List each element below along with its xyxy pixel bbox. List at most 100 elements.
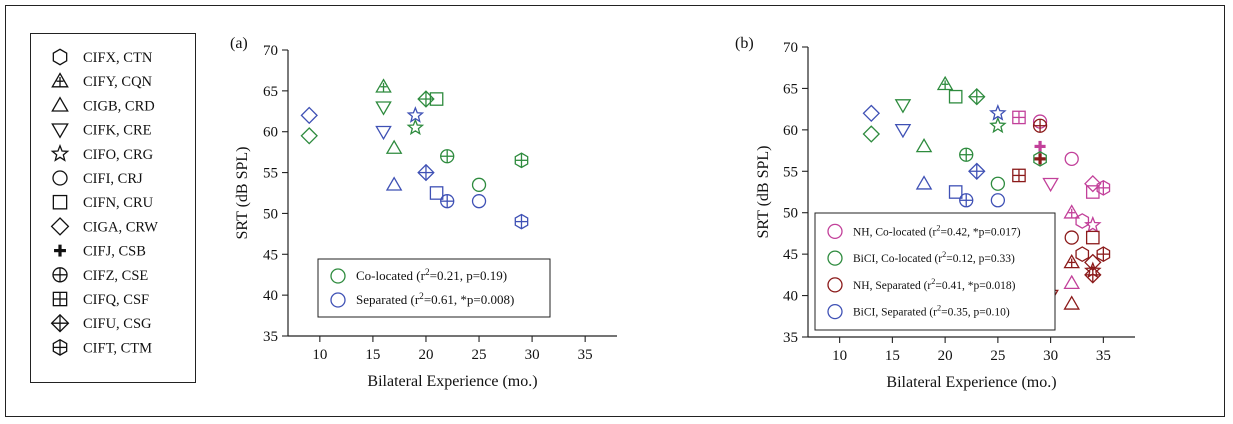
data-point-star xyxy=(406,118,425,136)
data-point-triangle-down xyxy=(894,124,912,139)
y-tick-label: 50 xyxy=(263,206,278,222)
data-point-square-plus xyxy=(1012,168,1026,183)
series-legend-entry: NH, Co-located (r2=0.42, *p=0.017) xyxy=(827,223,1021,240)
y-tick-label: 60 xyxy=(783,123,798,139)
series-legend-entry: Separated (r2=0.61, *p=0.008) xyxy=(330,292,514,308)
data-point-triangle xyxy=(915,175,933,190)
legend-marker-triangle-plus xyxy=(51,72,69,88)
data-point-plus xyxy=(1034,140,1046,152)
data-point-hexagon-plus xyxy=(1096,246,1111,263)
data-point-hexagon xyxy=(1075,213,1090,229)
legend-marker-hexagon-plus xyxy=(52,338,68,356)
y-tick-label: 40 xyxy=(263,288,278,304)
y-tick-label: 65 xyxy=(783,81,798,97)
data-point-square xyxy=(429,186,444,200)
x-tick-label: 10 xyxy=(832,348,847,364)
legend-marker-triangle-down xyxy=(51,123,69,139)
data-point-circle xyxy=(471,194,487,209)
subject-legend-entries: CIFX, CTN CIFY, CQN CIGB, CRD CIFK, CRE CIFO… xyxy=(50,48,158,356)
series-legend-label: Separated (r2=0.61, *p=0.008) xyxy=(356,292,514,307)
data-point-triangle-down xyxy=(375,125,392,141)
data-point-diamond-plus xyxy=(968,162,986,181)
legend-marker-diamond-plus xyxy=(50,313,70,333)
data-point-diamond-plus xyxy=(417,90,435,108)
data-point-square xyxy=(948,89,963,104)
series-legend-marker xyxy=(827,250,843,266)
series-legend-marker xyxy=(827,277,843,293)
series-legend-label: Co-located (r2=0.21, p=0.19) xyxy=(356,268,507,283)
series-legend-label: NH, Co-located (r2=0.42, *p=0.017) xyxy=(853,223,1021,238)
x-tick-label: 15 xyxy=(885,348,900,364)
x-tick-label: 20 xyxy=(418,347,433,363)
x-tick-label: 35 xyxy=(1096,348,1111,364)
data-point-square xyxy=(1085,230,1100,245)
x-axis-title: Bilateral Experience (mo.) xyxy=(367,373,537,390)
series-legend-label: BiCI, Co-located (r2=0.12, p=0.33) xyxy=(853,250,1015,265)
data-point-circle xyxy=(1064,230,1079,245)
data-point-triangle-down xyxy=(1042,177,1059,193)
subject-legend-label: CIFK, CRE xyxy=(83,123,152,139)
data-point-hexagon-plus xyxy=(1096,179,1111,196)
data-point-diamond xyxy=(1084,174,1102,193)
data-point-diamond xyxy=(862,125,881,143)
subject-legend-label: CIFX, CTN xyxy=(83,50,153,66)
data-point-triangle-down xyxy=(894,99,912,114)
series-legend-marker xyxy=(330,268,346,284)
data-point-circle xyxy=(471,177,487,192)
x-tick-label: 10 xyxy=(312,347,327,363)
y-axis-title: SRT (dB SPL) xyxy=(755,146,772,239)
data-point-hexagon-plus xyxy=(514,213,529,230)
legend-marker-diamond xyxy=(50,217,70,236)
y-tick-label: 35 xyxy=(263,329,278,345)
series-legend: Co-located (r2=0.21, p=0.19) Separated (r… xyxy=(317,258,551,318)
data-point-circle-plus xyxy=(440,149,455,164)
y-tick-label: 55 xyxy=(783,164,798,180)
subject-legend-label: CIFN, CRU xyxy=(83,195,154,211)
data-point-diamond xyxy=(862,104,881,123)
series-legend-marker xyxy=(330,292,346,308)
data-point-diamond-plus xyxy=(968,87,986,106)
legend-marker-star xyxy=(50,143,70,162)
data-point-diamond-plus xyxy=(1084,266,1102,284)
chart-panel-a: 35 40 45 50 55 60 65 70 10 15 20 25 30 35 Bilateral Ex… xyxy=(230,35,617,390)
y-tick-label: 45 xyxy=(783,247,798,263)
y-tick-label: 45 xyxy=(263,247,278,263)
legend-marker-plus xyxy=(54,244,66,257)
y-axis-title: SRT (dB SPL) xyxy=(234,147,251,240)
data-point-triangle xyxy=(385,139,403,154)
subject-legend-label: CIFY, CQN xyxy=(83,74,153,90)
data-point-triangle xyxy=(385,176,403,191)
x-axis-title: Bilateral Experience (mo.) xyxy=(886,374,1056,391)
y-tick-label: 65 xyxy=(263,84,278,100)
data-point-triangle-plus xyxy=(1063,204,1080,219)
x-tick-label: 30 xyxy=(1043,348,1058,364)
series-legend-label: BiCI, Separated (r2=0.35, p=0.10) xyxy=(853,304,1010,319)
data-point-triangle-down xyxy=(375,101,392,116)
legend-marker-square-plus xyxy=(52,291,68,307)
figure-frame xyxy=(5,5,1225,417)
y-tick-label: 60 xyxy=(263,125,278,141)
x-tick-label: 25 xyxy=(990,348,1005,364)
legend-marker-hexagon xyxy=(52,48,68,66)
series-legend-entry: BiCI, Separated (r2=0.35, p=0.10) xyxy=(827,304,1010,320)
data-point-star xyxy=(989,116,1007,134)
subject-legend-label: CIFJ, CSB xyxy=(83,244,146,260)
subject-legend-label: CIFT, CTM xyxy=(83,340,152,356)
subject-legend-label: CIGA, CRW xyxy=(83,219,158,235)
series-legend-entry: Co-located (r2=0.21, p=0.19) xyxy=(330,268,507,284)
data-point-square-plus xyxy=(1012,110,1026,125)
legend-marker-triangle xyxy=(51,96,69,112)
x-tick-label: 20 xyxy=(938,348,953,364)
data-point-square xyxy=(429,92,444,106)
panel-label: (b) xyxy=(735,35,754,52)
data-point-triangle xyxy=(1063,295,1080,310)
y-tick-label: 40 xyxy=(783,289,798,305)
subject-legend-label: CIGB, CRD xyxy=(83,98,155,114)
legend-marker-circle xyxy=(52,170,68,186)
data-point-triangle-plus xyxy=(375,78,392,93)
data-point-circle-plus xyxy=(959,147,974,162)
y-tick-label: 55 xyxy=(263,166,278,182)
data-point-star xyxy=(1084,215,1102,233)
data-point-triangle-plus xyxy=(936,75,954,91)
